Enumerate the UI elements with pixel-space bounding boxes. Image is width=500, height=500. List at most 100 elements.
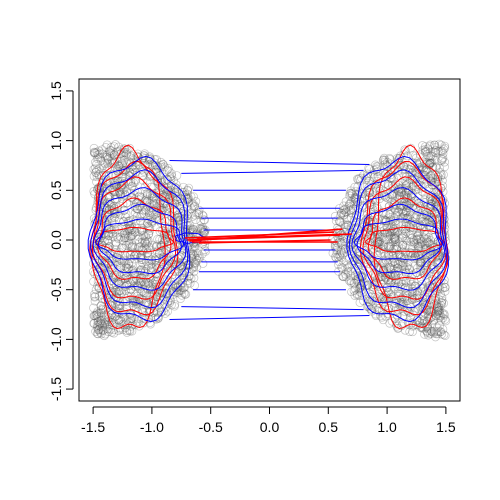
scatter-point [363,213,373,223]
scatter-point [142,234,152,244]
scatter-point [389,233,399,243]
scatter-point [173,212,183,222]
scatter-point [432,209,442,219]
scatter-point [423,167,433,177]
scatter-point [384,251,393,261]
scatter-point [439,310,449,320]
scatter-point [339,257,349,267]
scatter-point [115,247,125,257]
scatter-point [178,257,188,267]
scatter-point [407,233,417,243]
scatter-point [424,218,434,228]
scatter-point [406,277,416,286]
scatter-point [89,303,98,313]
scatter-point [142,189,152,198]
y-tick-label: 0.5 [48,180,64,200]
scatter-point [92,267,102,277]
scatter-point [170,301,179,311]
scatter-point [96,316,106,326]
scatter-point [169,287,179,297]
scatter-point [119,144,129,153]
scatter-point [106,227,115,237]
scatter-point [438,313,448,323]
scatter-point [138,175,148,185]
scatter-point [139,266,148,276]
scatter-point [124,259,133,269]
scatter-point [134,192,144,202]
scatter-point [138,286,147,296]
scatter-point [424,312,434,321]
scatter-point [414,242,424,252]
scatter-point [105,197,115,207]
scatter-point [124,318,134,327]
scatter-point [412,235,422,245]
scatter-point [406,237,416,247]
scatter-point [390,233,400,243]
scatter-point [415,177,425,186]
scatter-point [173,195,183,204]
scatter-point [385,210,394,219]
scatter-point [145,215,155,225]
scatter-point [420,258,430,267]
scatter-point [416,323,426,332]
scatter-point [99,213,108,223]
scatter-point [338,272,348,282]
scatter-point [98,149,107,159]
scatter-point [400,307,409,316]
scatter-point [395,154,404,163]
scatter-point [340,220,350,230]
scatter-point [338,271,347,281]
scatter-point [416,235,425,244]
scatter-point [171,283,181,292]
scatter-point [140,149,150,159]
scatter-point [167,171,176,181]
scatter-point [99,251,108,261]
scatter-point [412,228,422,237]
scatter-point [328,248,338,258]
scatter-point [413,241,423,250]
scatter-point [389,244,398,254]
scatter-point [370,270,380,280]
scatter-point [107,265,116,275]
scatter-point [168,290,178,299]
scatter-point [417,316,427,326]
scatter-point [433,307,442,316]
scatter-point [422,150,432,159]
scatter-point [414,164,423,174]
scatter-point [90,148,99,158]
scatter-point [188,201,197,210]
scatter-point [113,176,123,186]
scatter-point [339,210,349,220]
scatter-point [112,311,122,321]
scatter-point [418,217,427,226]
scatter-point [190,259,200,269]
scatter-point [432,299,441,308]
scatter-point [380,215,390,225]
scatter-point [440,282,450,292]
scatter-point [136,266,146,275]
scatter-point [421,174,430,184]
scatter-point [437,293,447,302]
scatter-point [427,199,437,209]
scatter-point [129,314,139,324]
scatter-point [436,301,446,310]
scatter-point [414,317,424,326]
scatter-point [402,236,412,246]
scatter-point [353,252,363,261]
scatter-point [378,156,388,165]
scatter-point [425,155,435,165]
scatter-point [425,221,434,231]
scatter-point [439,298,448,308]
scatter-point [349,194,359,204]
scatter-point [363,281,373,290]
scatter-point [381,311,391,321]
scatter-point [136,261,145,270]
scatter-point [374,232,384,242]
scatter-point [402,151,412,161]
scatter-point [162,288,172,298]
scatter-point [437,154,446,164]
scatter-point [361,191,371,200]
scatter-point [152,253,161,262]
scatter-point [359,171,368,180]
scatter-point [347,188,357,198]
